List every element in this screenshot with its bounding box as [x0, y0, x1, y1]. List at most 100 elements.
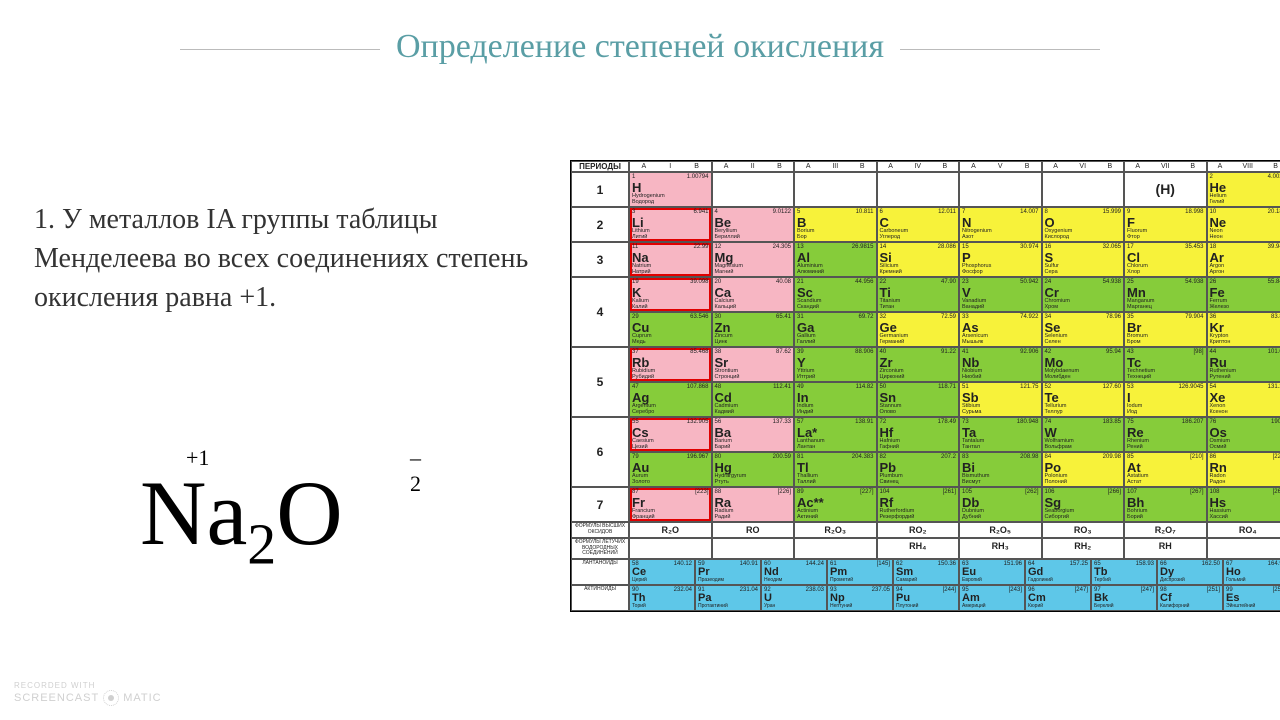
series-label: АКТИНОИДЫ	[571, 585, 629, 611]
element-cell: 24.0026HeHeliumГелий	[1207, 172, 1280, 207]
formula-o: O	[276, 462, 342, 564]
element-cell: 76190.2OsOsmiumОсмий	[1207, 417, 1280, 452]
element-cell: 2963.546CuCuprumМедь	[629, 312, 712, 347]
element-cell: 4295.94MoMolybdaenumМолибден	[1042, 347, 1125, 382]
element-cell: 3374.922AsArsenicumМышьяк	[959, 312, 1042, 347]
element-cell: 105[262]DbDubniumДубний	[959, 487, 1042, 522]
element-cell	[794, 172, 877, 207]
element-cell: 1530.974PPhosphorusФосфор	[959, 242, 1042, 277]
element-cell: 82207.2PbPlumbumСвинец	[877, 452, 960, 487]
series-element-cell: 93237.05NpНептуний	[827, 585, 893, 611]
oxide-formula-cell: RO₃	[1042, 522, 1125, 538]
element-cell: 1326.9815AlAluminiumАлюминий	[794, 242, 877, 277]
group-header: AVIB	[1042, 161, 1125, 172]
series-element-cell: 98[251]CfКалифорний	[1157, 585, 1223, 611]
oxide-formula-cell	[712, 538, 795, 559]
oxide-formula-cell	[629, 538, 712, 559]
group-header: AVIIIB	[1207, 161, 1280, 172]
oxide-row-label: ФОРМУЛЫ ВЫСШИХ ОКСИДОВ	[571, 522, 629, 538]
element-cell: 612.011CCarboneumУглерод	[877, 207, 960, 242]
watermark-brand-b: MATIC	[123, 692, 161, 704]
oxide-row-label: ФОРМУЛЫ ЛЕТУЧИХ ВОДОРОДНЫХ СОЕДИНЕНИЙ	[571, 538, 629, 559]
oxide-formula-cell: RO	[712, 522, 795, 538]
element-cell: 3988.906YYttriumИттрий	[794, 347, 877, 382]
element-cell: 107[267]BhBohriumБорий	[1124, 487, 1207, 522]
element-cell: 49114.82InIndiumИндий	[794, 382, 877, 417]
watermark-brand-a: SCREENCAST	[14, 692, 99, 704]
period-label: 2	[571, 207, 629, 242]
element-cell: 3478.96SeSeleniumСелен	[1042, 312, 1125, 347]
element-cell: 4192.906NbNiobiumНиобий	[959, 347, 1042, 382]
watermark: RECORDED WITH SCREENCAST MATIC	[14, 681, 162, 706]
period-label: 5	[571, 347, 629, 417]
oxide-formula-cell: R₂O	[629, 522, 712, 538]
series-element-cell: 91231.04PaПротактиний	[695, 585, 761, 611]
series-element-cell: 97[247]BkБерклий	[1091, 585, 1157, 611]
element-cell: 88[226]RaRadiumРадий	[712, 487, 795, 522]
series-element-cell: 65158.93TbТербий	[1091, 559, 1157, 585]
series-label: ЛАНТАНОИДЫ	[571, 559, 629, 585]
element-cell: 53126.9045IIodumИод	[1124, 382, 1207, 417]
element-cell: 714.007NNitrogeniumАзот	[959, 207, 1042, 242]
element-cell: 3065.41ZnZincumЦинк	[712, 312, 795, 347]
element-cell: (H)	[1124, 172, 1207, 207]
element-cell: 75186.207ReRheniumРений	[1124, 417, 1207, 452]
series-element-cell: 90232.04ThТорий	[629, 585, 695, 611]
element-cell: 815.999OOxygeniumКислород	[1042, 207, 1125, 242]
watermark-logo-icon	[103, 690, 119, 706]
oxide-formula-cell: RH₄	[877, 538, 960, 559]
element-cell: 79196.967AuAurumЗолото	[629, 452, 712, 487]
period-label: 6	[571, 417, 629, 487]
period-label: 4	[571, 277, 629, 347]
oxide-formula-cell: RO₂	[877, 522, 960, 538]
element-cell: 1224.305MgMagnesiumМагний	[712, 242, 795, 277]
element-cell: 83208.98BiBismuthumВисмут	[959, 452, 1042, 487]
series-element-cell: 63151.96EuЕвропий	[959, 559, 1025, 585]
group-header: AIB	[629, 161, 712, 172]
element-cell: 44101.07RuRutheniumРутений	[1207, 347, 1280, 382]
series-element-cell: 59140.91PrПразеодим	[695, 559, 761, 585]
series-element-cell: 67164.93HoГольмий	[1223, 559, 1280, 585]
element-cell: 108[269]HsHassiumХассий	[1207, 487, 1280, 522]
element-cell: 1939.098KKaliumКалий	[629, 277, 712, 312]
series-element-cell: 58140.12CeЦерий	[629, 559, 695, 585]
element-cell	[1042, 172, 1125, 207]
element-cell: 89[227]Ac**ActiniumАктиний	[794, 487, 877, 522]
oxide-formula-cell	[794, 538, 877, 559]
chemical-formula: +1 –2 Na2O	[140, 460, 343, 577]
oxide-formula-cell: R₂O₅	[959, 522, 1042, 538]
element-cell: 3579.904BrBromumБром	[1124, 312, 1207, 347]
element-cell: 47107.868AgArgentumСеребро	[629, 382, 712, 417]
periodic-table: Г Р У П П Ы Э Л Е М Е Н Т О В ПЕРИОДЫAIB…	[570, 160, 1280, 612]
series-element-cell: 62150.36SmСамарий	[893, 559, 959, 585]
group-header: AIVB	[877, 161, 960, 172]
series-element-cell: 66162.50DyДиспрозий	[1157, 559, 1223, 585]
element-cell: 1735.453ClChlorumХлор	[1124, 242, 1207, 277]
element-cell: 3785.468RbRubidiumРубидий	[629, 347, 712, 382]
element-cell	[877, 172, 960, 207]
element-cell: 3169.72GaGalliumГаллий	[794, 312, 877, 347]
element-cell: 87[223]FrFranciumФранций	[629, 487, 712, 522]
oxide-formula-cell: RH	[1124, 538, 1207, 559]
element-cell: 36.941LiLithiumЛитий	[629, 207, 712, 242]
element-cell: 2247.90TiTitaniumТитан	[877, 277, 960, 312]
element-cell: 85[210]AtAstatiumАстат	[1124, 452, 1207, 487]
element-cell: 1839.948ArArgonАргон	[1207, 242, 1280, 277]
watermark-top: RECORDED WITH	[14, 681, 162, 690]
element-cell: 510.811BBoriumБор	[794, 207, 877, 242]
series-element-cell: 64157.25GdГадолиний	[1025, 559, 1091, 585]
element-cell: 2350.942VVanadiumВанадий	[959, 277, 1042, 312]
period-label: 7	[571, 487, 629, 522]
series-element-cell: 61[145]PmПрометий	[827, 559, 893, 585]
element-cell: 57138.91La*LanthanumЛантан	[794, 417, 877, 452]
formula-na: Na	[140, 462, 247, 564]
element-cell: 54131.29XeXenonКсенон	[1207, 382, 1280, 417]
element-cell: 1632.065SSulfurСера	[1042, 242, 1125, 277]
element-cell: 11.00794HHydrogeniumВодород	[629, 172, 712, 207]
element-cell: 2454.938CrChromiumХром	[1042, 277, 1125, 312]
oxide-formula-cell	[1207, 538, 1280, 559]
element-cell	[712, 172, 795, 207]
element-cell: 4091.22ZrZirconiumЦирконий	[877, 347, 960, 382]
group-header: AIIB	[712, 161, 795, 172]
element-cell: 55132.905CsCaesiumЦезий	[629, 417, 712, 452]
